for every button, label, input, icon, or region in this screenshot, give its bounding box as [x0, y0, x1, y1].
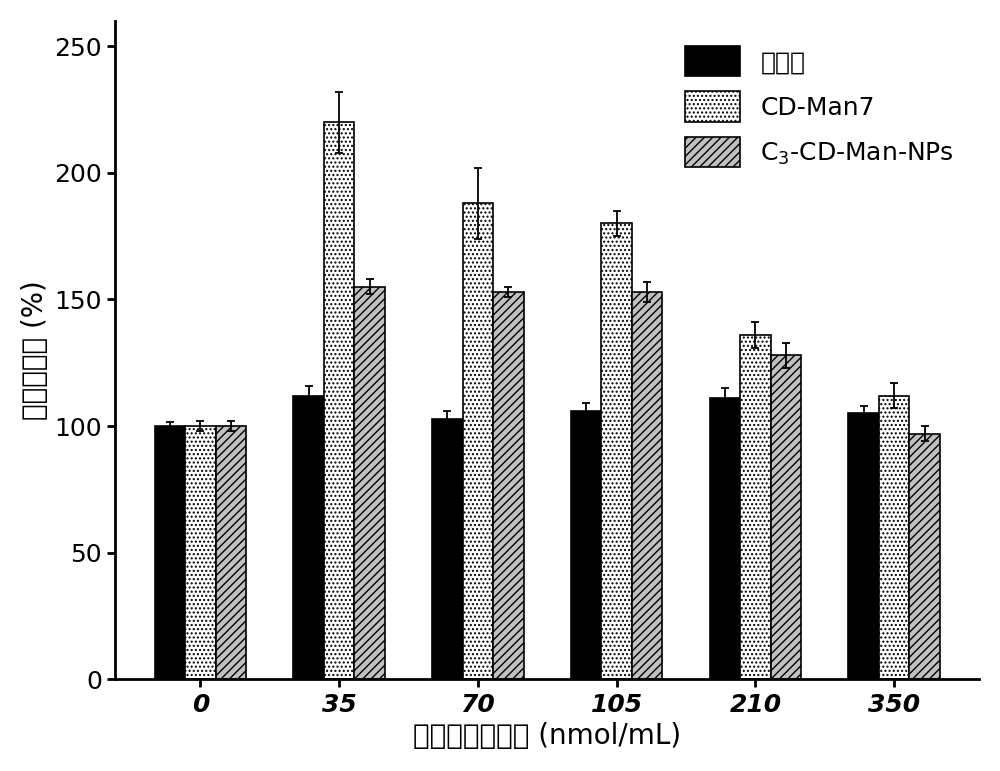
Bar	[601, 224, 632, 679]
Bar	[324, 122, 354, 679]
Bar	[740, 335, 771, 679]
X-axis label: 甘露糖基团浓度 (nmol/mL): 甘露糖基团浓度 (nmol/mL)	[413, 722, 681, 750]
Bar	[771, 355, 801, 679]
Bar	[879, 396, 909, 679]
Bar	[710, 399, 740, 679]
Bar	[293, 396, 324, 679]
Bar	[909, 434, 940, 679]
Bar	[216, 426, 246, 679]
Bar	[848, 413, 879, 679]
Bar	[493, 292, 524, 679]
Bar	[354, 287, 385, 679]
Legend: 甘露糖, CD-Man7, C$_3$-CD-Man-NPs: 甘露糖, CD-Man7, C$_3$-CD-Man-NPs	[673, 33, 967, 180]
Bar	[155, 426, 185, 679]
Bar	[432, 419, 463, 679]
Bar	[463, 204, 493, 679]
Bar	[571, 411, 601, 679]
Y-axis label: 细胞存活率 (%): 细胞存活率 (%)	[21, 280, 49, 420]
Bar	[632, 292, 662, 679]
Bar	[185, 426, 216, 679]
